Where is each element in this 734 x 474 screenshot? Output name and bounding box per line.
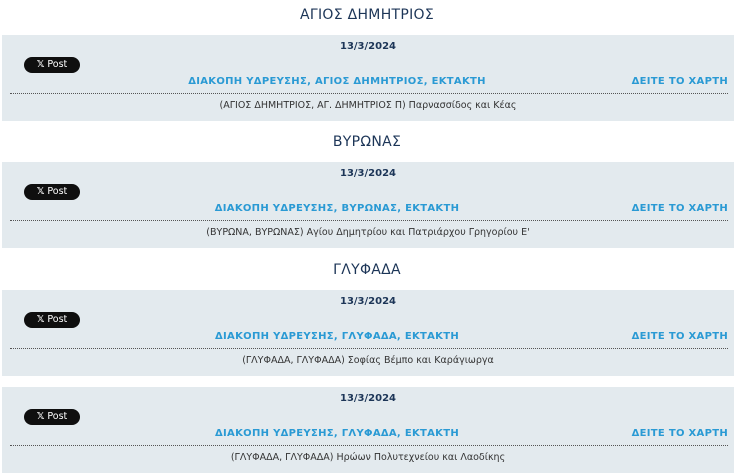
outage-title-link[interactable]: ΔΙΑΚΟΠΗ ΥΔΡΕΥΣΗΣ, ΒΥΡΩΝΑΣ, ΕΚΤΑΚΤΗ <box>214 203 460 214</box>
outage-title-link[interactable]: ΔΙΑΚΟΠΗ ΥΔΡΕΥΣΗΣ, ΑΓΙΟΣ ΔΗΜΗΤΡΙΟΣ, ΕΚΤΑΚ… <box>188 76 486 87</box>
outage-card: 13/3/2024 𝕏 Post ΔΙΑΚΟΠΗ ΥΔΡΕΥΣΗΣ, ΑΓΙΟΣ … <box>2 35 734 121</box>
dotted-divider <box>10 93 728 94</box>
section-heading: ΓΛΥΦΑΔΑ <box>333 262 401 278</box>
outage-title-link[interactable]: ΔΙΑΚΟΠΗ ΥΔΡΕΥΣΗΣ, ΓΛΥΦΑΔΑ, ΕΚΤΑΚΤΗ <box>215 331 459 342</box>
view-map-link[interactable]: ΔΕΙΤΕ ΤΟ ΧΑΡΤΗ <box>631 428 728 439</box>
outage-card: 13/3/2024 𝕏 Post ΔΙΑΚΟΠΗ ΥΔΡΕΥΣΗΣ, ΓΛΥΦΑΔ… <box>2 290 734 376</box>
x-post-label: Post <box>47 59 68 70</box>
dotted-divider <box>10 445 728 446</box>
x-logo-icon: 𝕏 <box>36 411 45 422</box>
outage-date: 13/3/2024 <box>339 393 396 404</box>
x-post-label: Post <box>47 314 68 325</box>
outage-address: (ΓΛΥΦΑΔΑ, ΓΛΥΦΑΔΑ) Σοφίας Βέμπο και Καρά… <box>242 355 494 366</box>
section-heading: ΒΥΡΩΝΑΣ <box>332 134 402 150</box>
outage-address: (ΒΥΡΩΝΑ, ΒΥΡΩΝΑΣ) Αγίου Δημητρίου και Πα… <box>206 227 530 238</box>
outage-date: 13/3/2024 <box>339 296 396 307</box>
x-post-button[interactable]: 𝕏 Post <box>24 312 80 328</box>
dotted-divider <box>10 220 728 221</box>
section-heading: ΑΓΙΟΣ ΔΗΜΗΤΡΙΟΣ <box>299 7 435 23</box>
dotted-divider <box>10 348 728 349</box>
x-logo-icon: 𝕏 <box>36 59 45 70</box>
outage-card: 13/3/2024 𝕏 Post ΔΙΑΚΟΠΗ ΥΔΡΕΥΣΗΣ, ΓΛΥΦΑΔ… <box>2 387 734 473</box>
outage-address: (ΑΓΙΟΣ ΔΗΜΗΤΡΙΟΣ, ΑΓ. ΔΗΜΗΤΡΙΟΣ Π) Παρνα… <box>219 100 517 111</box>
outage-card: 13/3/2024 𝕏 Post ΔΙΑΚΟΠΗ ΥΔΡΕΥΣΗΣ, ΒΥΡΩΝΑ… <box>2 162 734 248</box>
view-map-link[interactable]: ΔΕΙΤΕ ΤΟ ΧΑΡΤΗ <box>631 203 728 214</box>
view-map-link[interactable]: ΔΕΙΤΕ ΤΟ ΧΑΡΤΗ <box>631 76 728 87</box>
x-logo-icon: 𝕏 <box>36 186 45 197</box>
x-post-label: Post <box>47 186 68 197</box>
x-post-button[interactable]: 𝕏 Post <box>24 57 80 73</box>
view-map-link[interactable]: ΔΕΙΤΕ ΤΟ ΧΑΡΤΗ <box>631 331 728 342</box>
x-logo-icon: 𝕏 <box>36 314 45 325</box>
outage-title-link[interactable]: ΔΙΑΚΟΠΗ ΥΔΡΕΥΣΗΣ, ΓΛΥΦΑΔΑ, ΕΚΤΑΚΤΗ <box>215 428 459 439</box>
outage-date: 13/3/2024 <box>339 41 396 52</box>
outage-date: 13/3/2024 <box>339 168 396 179</box>
x-post-button[interactable]: 𝕏 Post <box>24 184 80 200</box>
x-post-label: Post <box>47 411 68 422</box>
x-post-button[interactable]: 𝕏 Post <box>24 409 80 425</box>
outage-address: (ΓΛΥΦΑΔΑ, ΓΛΥΦΑΔΑ) Ηρώων Πολυτεχνείου κα… <box>230 452 506 463</box>
